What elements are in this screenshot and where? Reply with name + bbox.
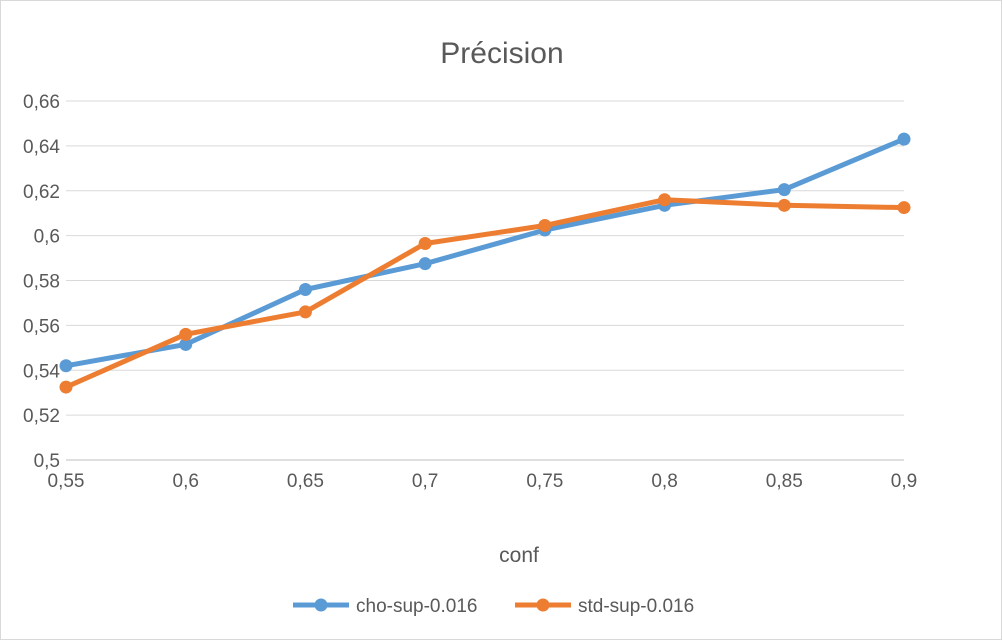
gridlines (66, 100, 904, 461)
x-tick-label: 0,7 (412, 471, 438, 492)
data-point (179, 327, 193, 341)
legend: cho-sup-0.016 std-sup-0.016 (293, 596, 694, 617)
legend-marker (536, 598, 550, 612)
x-axis-title: conf (499, 544, 539, 567)
series-line (63, 136, 907, 369)
y-tick-label: 0,52 (23, 406, 60, 427)
data-point (777, 198, 791, 212)
x-tick-label: 0,6 (173, 471, 199, 492)
data-point (298, 282, 312, 296)
series-line (63, 197, 907, 390)
x-tick-label: 0,55 (48, 471, 85, 492)
y-axis-ticks: 0,5 0,52 0,54 0,56 0,58 0,6 0,62 0,64 0,66 (23, 92, 60, 472)
data-point (538, 219, 552, 233)
legend-label: cho-sup-0.016 (356, 596, 477, 617)
x-tick-label: 0,65 (287, 471, 324, 492)
x-tick-label: 0,75 (526, 471, 563, 492)
y-tick-label: 0,58 (23, 272, 60, 293)
data-point (59, 380, 73, 394)
y-tick-label: 0,66 (23, 92, 60, 113)
y-tick-label: 0,6 (34, 227, 60, 248)
x-tick-label: 0,9 (891, 471, 917, 492)
data-point (777, 183, 791, 197)
legend-item: cho-sup-0.016 (293, 596, 477, 617)
chart-title: Précision (440, 37, 563, 70)
data-point (897, 132, 911, 146)
legend-label: std-sup-0.016 (578, 596, 694, 617)
data-point (298, 305, 312, 319)
y-tick-label: 0,56 (23, 316, 60, 337)
x-tick-label: 0,8 (651, 471, 677, 492)
data-point (179, 337, 193, 351)
data-point (658, 193, 672, 207)
x-tick-label: 0,85 (766, 471, 803, 492)
x-axis-ticks: 0,55 0,6 0,65 0,7 0,75 0,8 0,85 0,9 (48, 471, 918, 492)
series-1 (59, 193, 911, 394)
data-point (59, 359, 73, 373)
legend-item: std-sup-0.016 (515, 596, 694, 617)
y-tick-label: 0,62 (23, 182, 60, 203)
legend-marker (314, 598, 328, 612)
data-point (897, 201, 911, 215)
data-point (418, 257, 432, 271)
y-tick-label: 0,64 (23, 137, 60, 158)
y-tick-label: 0,54 (23, 361, 60, 382)
y-tick-label: 0,5 (34, 451, 60, 472)
series-layer (59, 132, 911, 394)
data-point (418, 236, 432, 250)
